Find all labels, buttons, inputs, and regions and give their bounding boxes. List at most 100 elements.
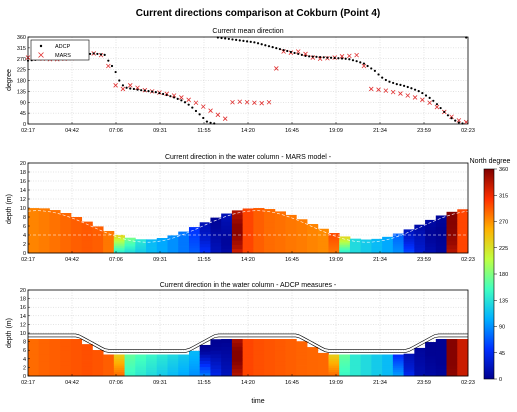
adcp-point [406, 85, 409, 89]
heat-cell [210, 346, 222, 351]
adcp-point [381, 76, 384, 79]
heat-cell [70, 364, 83, 370]
y-tick-label: 16 [20, 179, 26, 185]
heat-cell [60, 213, 72, 218]
heat-cell [178, 358, 190, 362]
heat-cell [253, 361, 265, 366]
heat-cell [81, 350, 93, 355]
heat-cell [360, 356, 372, 360]
heat-cell [360, 358, 372, 362]
heat-cell [188, 227, 201, 231]
heat-cell [103, 248, 115, 252]
heat-cell [113, 367, 125, 370]
heat-cell [382, 251, 394, 254]
heat-cell [92, 234, 104, 238]
heat-cell [360, 371, 372, 375]
heat-cell [296, 348, 308, 353]
heat-cell [188, 229, 201, 233]
heat-cell [435, 237, 447, 243]
heat-cell [425, 239, 437, 244]
colorbar-tick-label: 315 [499, 193, 508, 199]
heat-cell [435, 353, 447, 358]
heat-cell [92, 239, 104, 243]
heat-cell [274, 342, 286, 347]
mars-point [405, 93, 411, 98]
panel-adcp-measures: Current direction in the water column - … [6, 282, 475, 386]
heat-cell [349, 356, 362, 360]
heat-cell [146, 251, 158, 254]
heat-cell [38, 208, 50, 214]
heat-cell [38, 212, 50, 218]
adcp-point [227, 37, 230, 41]
heat-cell [382, 244, 394, 247]
heat-cell [49, 240, 61, 245]
heat-cell [274, 211, 286, 216]
heat-cell [328, 241, 340, 244]
x-tick-label: 02:17 [21, 257, 35, 263]
heat-cell [274, 339, 286, 344]
heat-cell [307, 224, 319, 228]
heat-cell [199, 249, 211, 254]
y-tick-label: 20 [20, 288, 26, 294]
y-tick-label: 315 [17, 46, 26, 52]
x-tick-label: 11:55 [197, 128, 210, 134]
heat-cell [135, 354, 147, 358]
heat-cell [167, 365, 179, 368]
heat-cell [414, 247, 426, 251]
y-tick-label: 10 [20, 331, 26, 337]
heat-cell [92, 363, 104, 367]
heat-cell [446, 224, 458, 229]
heat-cell [221, 237, 233, 242]
heat-cell [382, 365, 394, 368]
heat-cell [156, 239, 168, 242]
heat-cell [60, 245, 72, 250]
heat-cell [285, 361, 297, 366]
heat-cell [317, 248, 329, 251]
heat-cell [124, 354, 136, 358]
heat-cell [307, 229, 319, 234]
x-tick-label: 21:34 [373, 257, 387, 263]
heat-cell [285, 218, 297, 223]
heat-cell [382, 367, 394, 370]
heat-cell [221, 342, 233, 347]
adcp-point [443, 110, 446, 114]
adcp-point [118, 79, 121, 82]
heat-cell [414, 353, 426, 357]
heat-cell [113, 354, 125, 358]
heat-cell [414, 224, 426, 228]
heat-cell [60, 241, 72, 246]
heat-cell [382, 243, 394, 246]
heat-cell [414, 373, 426, 377]
mars-point [135, 85, 140, 91]
heat-cell [446, 364, 458, 370]
heat-cell [231, 210, 244, 216]
heat-cell [349, 360, 362, 364]
x-tick-label: 14:20 [241, 257, 255, 263]
adcp-point [205, 120, 209, 123]
heat-cell [188, 232, 201, 236]
heat-cell [446, 228, 458, 233]
heat-cell [221, 233, 233, 238]
adcp-point [450, 117, 453, 120]
heat-cell [49, 350, 61, 355]
heat-cell [425, 223, 437, 227]
heat-cell [264, 353, 276, 358]
heat-cell [28, 212, 40, 218]
mars-point [259, 100, 264, 106]
heat-cell [135, 365, 147, 368]
heat-cell [221, 368, 233, 373]
heat-cell [156, 373, 168, 377]
adcp-point [344, 57, 347, 60]
heat-cell [349, 371, 362, 375]
heat-cell [274, 368, 286, 373]
adcp-point [151, 90, 154, 93]
heat-cell [146, 247, 158, 250]
heat-cell [446, 244, 458, 250]
heat-cell [103, 367, 115, 370]
heat-cell [264, 213, 276, 219]
heat-cell [124, 367, 136, 370]
heat-cell [392, 239, 405, 242]
heat-cell [403, 250, 415, 254]
panel3-xticks: 02:17 04:42 07:06 09:31 11:55 14:20 16:45 19:09… [21, 374, 475, 386]
heat-cell [296, 351, 308, 356]
